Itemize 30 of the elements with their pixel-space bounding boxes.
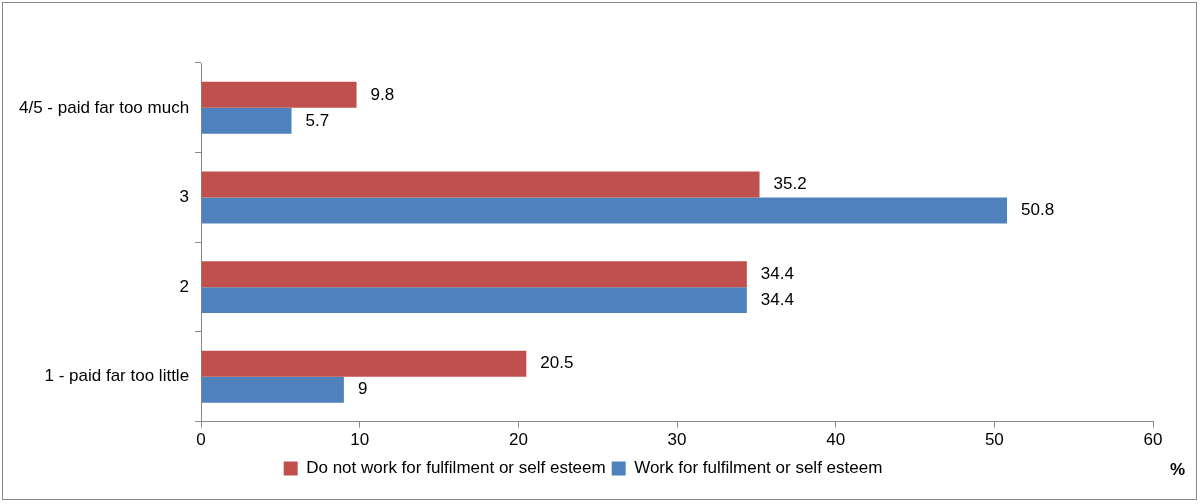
bar (201, 197, 1008, 224)
data-label: 5.7 (305, 110, 330, 130)
x-axis-title: % (1169, 460, 1185, 480)
bar (201, 81, 357, 108)
bar (201, 171, 760, 198)
x-tick-label: 40 (826, 430, 846, 450)
bar (201, 107, 292, 134)
data-label: 34.4 (760, 263, 794, 283)
x-tick-label: 20 (508, 430, 528, 450)
y-tick-label: 1 - paid far too little (44, 366, 190, 386)
legend-label: Work for fulfilment or self esteem (634, 458, 883, 478)
x-tick-label: 50 (984, 430, 1004, 450)
bar (201, 287, 747, 314)
y-tick-label: 3 (179, 187, 190, 207)
data-label: 50.8 (1021, 200, 1055, 220)
bar (201, 376, 344, 403)
data-label: 9 (357, 379, 368, 399)
y-tick-label: 2 (179, 276, 190, 296)
x-tick-label: 10 (350, 430, 370, 450)
legend-label: Do not work for fulfilment or self esteem (306, 458, 606, 478)
x-tick-label: 0 (196, 430, 206, 450)
x-tick-label: 30 (667, 430, 687, 450)
data-label: 35.2 (773, 174, 807, 194)
y-tick-label: 4/5 - paid far too much (19, 97, 190, 117)
bar (201, 261, 747, 288)
x-tick-label: 60 (1143, 430, 1163, 450)
data-label: 9.8 (370, 84, 395, 104)
data-label: 34.4 (760, 289, 794, 309)
data-label: 20.5 (540, 353, 574, 373)
bar (201, 350, 527, 377)
